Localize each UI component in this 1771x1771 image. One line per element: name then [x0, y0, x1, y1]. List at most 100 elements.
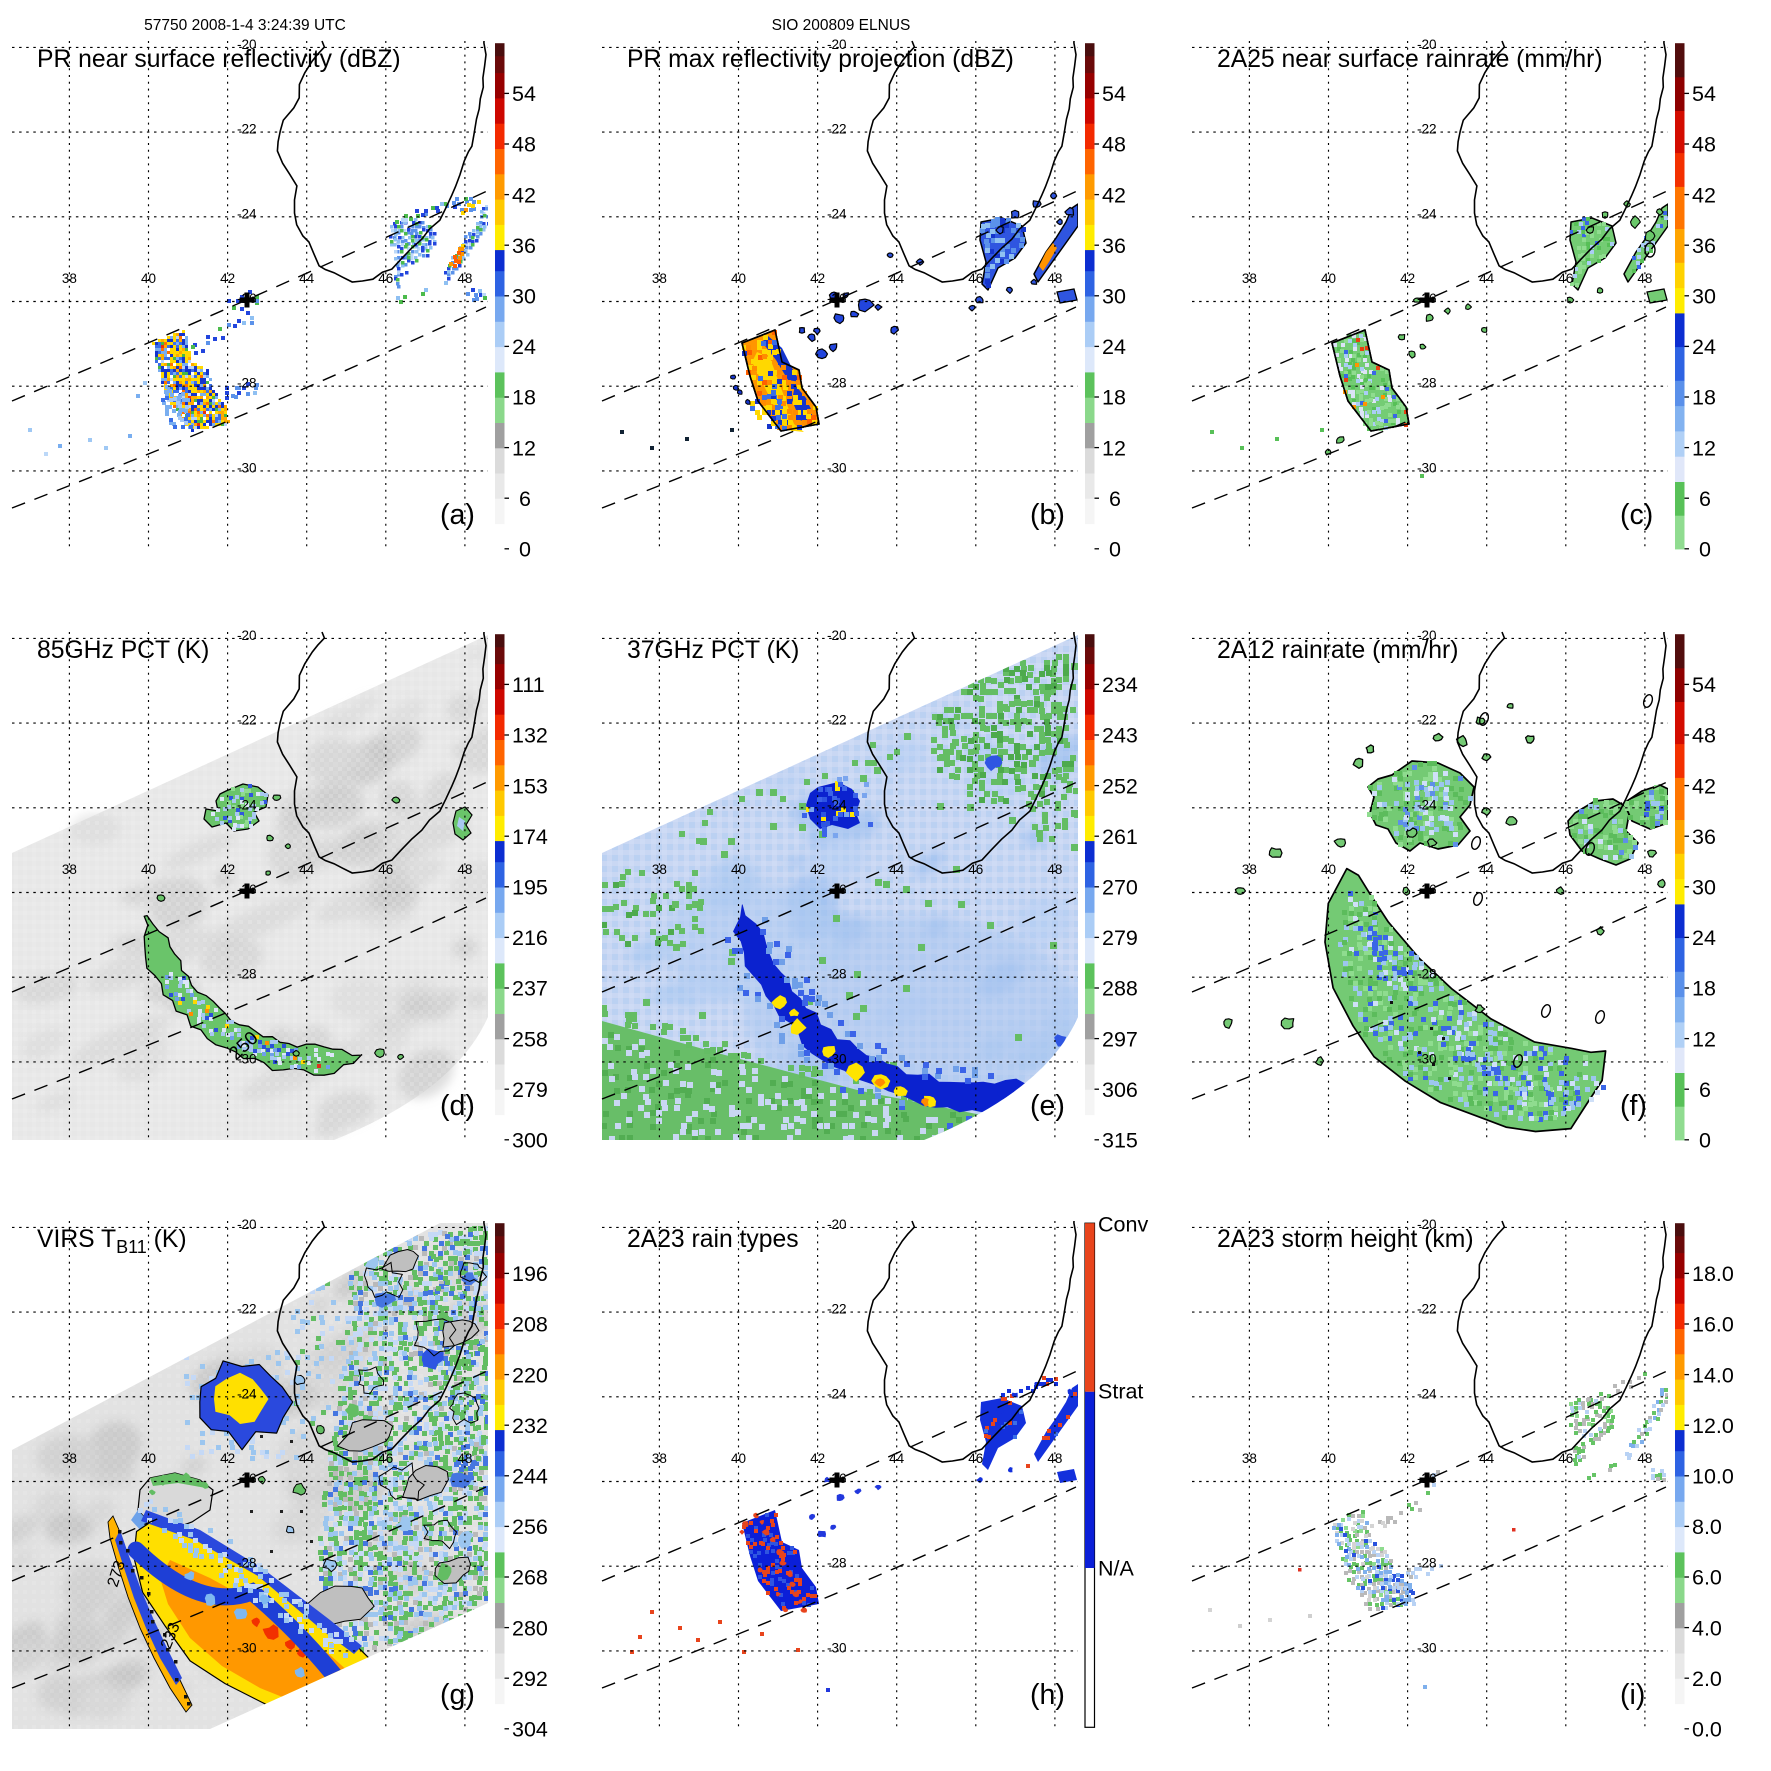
svg-text:42: 42 [1692, 183, 1716, 207]
svg-text:48: 48 [1692, 724, 1716, 748]
svg-text:153: 153 [512, 774, 548, 798]
svg-text:8.0: 8.0 [1692, 1515, 1722, 1539]
svg-text:216: 216 [512, 926, 548, 950]
svg-text:315: 315 [1102, 1129, 1138, 1153]
svg-text:304: 304 [512, 1718, 548, 1742]
svg-text:258: 258 [512, 1027, 548, 1051]
svg-text:6.0: 6.0 [1692, 1566, 1722, 1590]
svg-text:Conv: Conv [1098, 1213, 1148, 1237]
svg-text:42: 42 [1692, 774, 1716, 798]
svg-text:(d): (d) [440, 1090, 475, 1122]
svg-text:0: 0 [1699, 1129, 1711, 1153]
svg-text:24: 24 [1692, 335, 1716, 359]
svg-text:(e): (e) [1030, 1090, 1065, 1122]
svg-text:VIRS TB11 (K): VIRS TB11 (K) [37, 1226, 187, 1257]
svg-text:6: 6 [1699, 487, 1711, 511]
svg-text:42: 42 [1102, 183, 1126, 207]
svg-text:0.0: 0.0 [1692, 1718, 1722, 1742]
svg-text:(i): (i) [1620, 1679, 1645, 1711]
svg-text:54: 54 [512, 82, 536, 106]
svg-text:54: 54 [1692, 673, 1716, 697]
svg-text:6: 6 [1109, 487, 1121, 511]
svg-text:30: 30 [1102, 285, 1126, 309]
svg-text:(c): (c) [1620, 499, 1653, 531]
svg-text:SIO 200809 ELNUS: SIO 200809 ELNUS [772, 17, 911, 34]
svg-text:(f): (f) [1620, 1090, 1647, 1122]
svg-text:30: 30 [1692, 285, 1716, 309]
svg-text:12.0: 12.0 [1692, 1414, 1734, 1438]
svg-text:306: 306 [1102, 1078, 1138, 1102]
svg-text:Strat: Strat [1098, 1380, 1143, 1404]
svg-text:(g): (g) [440, 1679, 475, 1711]
svg-text:4.0: 4.0 [1692, 1616, 1722, 1640]
svg-text:2.0: 2.0 [1692, 1667, 1722, 1691]
svg-text:30: 30 [512, 285, 536, 309]
svg-text:208: 208 [512, 1313, 548, 1337]
svg-text:10.0: 10.0 [1692, 1465, 1734, 1489]
svg-text:0: 0 [519, 538, 531, 562]
svg-text:0: 0 [1109, 538, 1121, 562]
svg-text:6: 6 [519, 487, 531, 511]
svg-text:(h): (h) [1030, 1679, 1065, 1711]
svg-text:48: 48 [1102, 133, 1126, 157]
svg-text:0: 0 [1699, 538, 1711, 562]
svg-text:PR max reflectivity projection: PR max reflectivity projection (dBZ) [627, 46, 1014, 73]
svg-text:174: 174 [512, 825, 548, 849]
svg-text:195: 195 [512, 876, 548, 900]
svg-text:196: 196 [512, 1262, 548, 1286]
svg-text:232: 232 [512, 1414, 548, 1438]
svg-text:48: 48 [512, 133, 536, 157]
svg-text:PR near surface reflectivity (: PR near surface reflectivity (dBZ) [37, 46, 401, 73]
svg-text:24: 24 [1102, 335, 1126, 359]
svg-text:268: 268 [512, 1566, 548, 1590]
svg-text:30: 30 [1692, 876, 1716, 900]
svg-text:2A23 rain types: 2A23 rain types [627, 1226, 799, 1253]
svg-text:85GHz PCT (K): 85GHz PCT (K) [37, 637, 209, 664]
svg-text:12: 12 [1102, 436, 1126, 460]
svg-text:54: 54 [1102, 82, 1126, 106]
svg-text:12: 12 [1692, 1027, 1716, 1051]
svg-text:256: 256 [512, 1515, 548, 1539]
svg-text:220: 220 [512, 1363, 548, 1387]
svg-text:12: 12 [1692, 436, 1716, 460]
svg-text:6: 6 [1699, 1078, 1711, 1102]
svg-text:(b): (b) [1030, 499, 1065, 531]
svg-text:24: 24 [512, 335, 536, 359]
svg-text:18.0: 18.0 [1692, 1262, 1734, 1286]
svg-text:37GHz PCT (K): 37GHz PCT (K) [627, 637, 799, 664]
svg-text:(a): (a) [440, 499, 475, 531]
svg-text:234: 234 [1102, 673, 1138, 697]
svg-text:243: 243 [1102, 724, 1138, 748]
svg-text:12: 12 [512, 436, 536, 460]
svg-text:54: 54 [1692, 82, 1716, 106]
svg-text:36: 36 [1692, 825, 1716, 849]
svg-text:18: 18 [512, 386, 536, 410]
svg-text:261: 261 [1102, 825, 1138, 849]
svg-text:18: 18 [1692, 977, 1716, 1001]
svg-text:36: 36 [1102, 234, 1126, 258]
svg-text:42: 42 [512, 183, 536, 207]
svg-text:279: 279 [1102, 926, 1138, 950]
svg-text:36: 36 [1692, 234, 1716, 258]
svg-text:18: 18 [1692, 386, 1716, 410]
svg-text:252: 252 [1102, 774, 1138, 798]
svg-text:279: 279 [512, 1078, 548, 1102]
svg-text:36: 36 [512, 234, 536, 258]
svg-text:237: 237 [512, 977, 548, 1001]
svg-text:14.0: 14.0 [1692, 1363, 1734, 1387]
svg-text:57750 2008-1-4 3:24:39 UTC: 57750 2008-1-4 3:24:39 UTC [144, 17, 346, 34]
svg-text:16.0: 16.0 [1692, 1313, 1734, 1337]
svg-text:288: 288 [1102, 977, 1138, 1001]
svg-text:132: 132 [512, 724, 548, 748]
svg-text:48: 48 [1692, 133, 1716, 157]
svg-text:N/A: N/A [1098, 1557, 1135, 1581]
svg-text:297: 297 [1102, 1027, 1138, 1051]
svg-text:18: 18 [1102, 386, 1126, 410]
svg-text:2A12 rainrate (mm/hr): 2A12 rainrate (mm/hr) [1217, 637, 1458, 664]
svg-text:270: 270 [1102, 876, 1138, 900]
svg-text:280: 280 [512, 1616, 548, 1640]
svg-text:2A23 storm height (km): 2A23 storm height (km) [1217, 1226, 1474, 1253]
svg-text:2A25 near surface rainrate (mm: 2A25 near surface rainrate (mm/hr) [1217, 46, 1603, 73]
svg-text:111: 111 [512, 673, 545, 697]
svg-text:292: 292 [512, 1667, 548, 1691]
